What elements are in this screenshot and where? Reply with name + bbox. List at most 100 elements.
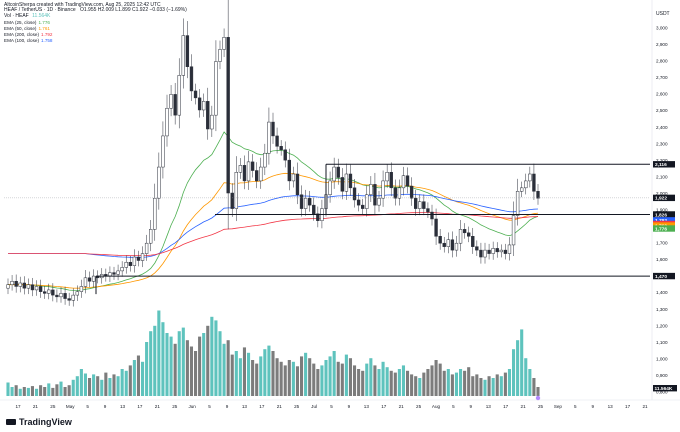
candle-body <box>332 166 336 182</box>
volume-bar <box>6 382 10 396</box>
candle-body <box>308 197 312 206</box>
candle-body <box>279 146 283 151</box>
volume-bar <box>410 374 414 396</box>
volume-bar <box>202 333 206 396</box>
volume-bar <box>246 352 251 396</box>
y-tick-label: 1,600 <box>656 257 668 262</box>
x-tick-label: 21 <box>33 404 39 409</box>
candle-body <box>87 277 92 282</box>
indicator-label: EMA (100, close) <box>4 38 39 43</box>
volume-tag <box>653 385 677 392</box>
candle-body <box>271 121 275 137</box>
volume-bar <box>389 370 393 396</box>
candle-body <box>316 213 320 221</box>
candle-body <box>144 242 149 254</box>
candle-body <box>352 187 357 201</box>
volume-bar <box>87 378 92 396</box>
price-label-text: 1,776 <box>655 226 667 232</box>
candle-body <box>120 267 124 272</box>
x-tick-label: 5 <box>452 404 455 409</box>
x-tick-label: 17 <box>625 404 631 409</box>
volume-bar <box>520 329 524 396</box>
candle-body <box>59 293 63 298</box>
tradingview-logo-icon <box>6 419 16 425</box>
volume-bar <box>210 316 214 396</box>
candle-body <box>136 256 141 261</box>
volume-bar <box>430 365 434 396</box>
x-tick-label: Jul <box>311 404 317 409</box>
candle-body <box>226 37 230 194</box>
candle-body <box>218 49 222 62</box>
indicator-value: 1.792 <box>40 32 53 37</box>
candle-body <box>75 291 79 296</box>
volume-bar <box>242 347 247 396</box>
candle-body <box>185 35 190 67</box>
price-label-text: 1,826 <box>655 212 667 218</box>
volume-bar <box>165 333 169 396</box>
candle-body <box>238 165 243 173</box>
volume-bar <box>299 356 304 396</box>
volume-bar <box>377 369 381 396</box>
x-tick-label: 21 <box>642 404 648 409</box>
volume-bar <box>528 369 532 396</box>
candle-body <box>458 229 463 244</box>
candle-body <box>303 197 308 209</box>
candle-body <box>79 286 84 292</box>
volume-bar <box>373 365 377 396</box>
x-tick-label: 13 <box>486 404 492 409</box>
volume-bar <box>438 363 442 396</box>
volume-bar <box>320 365 324 396</box>
y-tick-label: 1,400 <box>656 290 668 295</box>
candle-body <box>181 35 185 76</box>
volume-bar <box>14 385 18 396</box>
volume-bar <box>96 376 100 396</box>
x-tick-label: 13 <box>120 404 126 409</box>
indicator-1: EMA (50, close) 1.761 <box>4 26 50 31</box>
volume-bar <box>458 369 463 396</box>
volume-bar <box>475 374 479 396</box>
volume-bar <box>426 369 430 396</box>
volume-bar <box>10 387 14 396</box>
candle-body <box>83 277 88 287</box>
volume-bar <box>145 342 149 396</box>
candle-body <box>55 294 59 298</box>
candle-body <box>202 101 206 111</box>
candle-body <box>524 180 528 189</box>
volume-bar <box>336 361 340 396</box>
volume-bar <box>30 386 35 396</box>
candle-body <box>528 173 532 182</box>
candle-body <box>503 249 508 254</box>
volume-bar <box>422 372 426 396</box>
volume-bar <box>75 376 79 396</box>
volume-bar <box>206 325 210 396</box>
indicator-3: EMA (100, close) 1.758 <box>4 38 52 43</box>
candle-body <box>287 159 291 182</box>
tradingview-brand: TradingView <box>6 417 72 427</box>
volume-bar <box>434 360 438 396</box>
ema-100-line <box>8 193 539 258</box>
candle-body <box>177 75 181 116</box>
x-tick-label: Aug <box>432 404 441 409</box>
indicator-value: 1.761 <box>38 26 50 31</box>
candle-body <box>38 286 43 292</box>
candle-body <box>161 135 165 168</box>
volume-bar <box>157 310 161 396</box>
volume-bar <box>51 387 55 396</box>
volume-bar <box>442 370 446 396</box>
volume-bar <box>226 340 230 396</box>
candle-body <box>67 298 71 301</box>
candle-body <box>483 249 487 258</box>
volume-bar <box>43 387 47 396</box>
volume-bar <box>263 349 267 396</box>
volume-bar <box>63 387 67 396</box>
candle-body <box>18 282 22 287</box>
volume-bar <box>369 358 373 396</box>
volume-bar <box>536 387 540 396</box>
candle-body <box>222 37 226 50</box>
volume-bar <box>507 369 512 396</box>
volume-bar <box>450 374 454 396</box>
volume-bar <box>47 383 51 396</box>
volume-bar <box>312 363 316 396</box>
symbol-line: HEAF / TetherUS · 1D · Binance O1.955 H2… <box>4 7 187 13</box>
